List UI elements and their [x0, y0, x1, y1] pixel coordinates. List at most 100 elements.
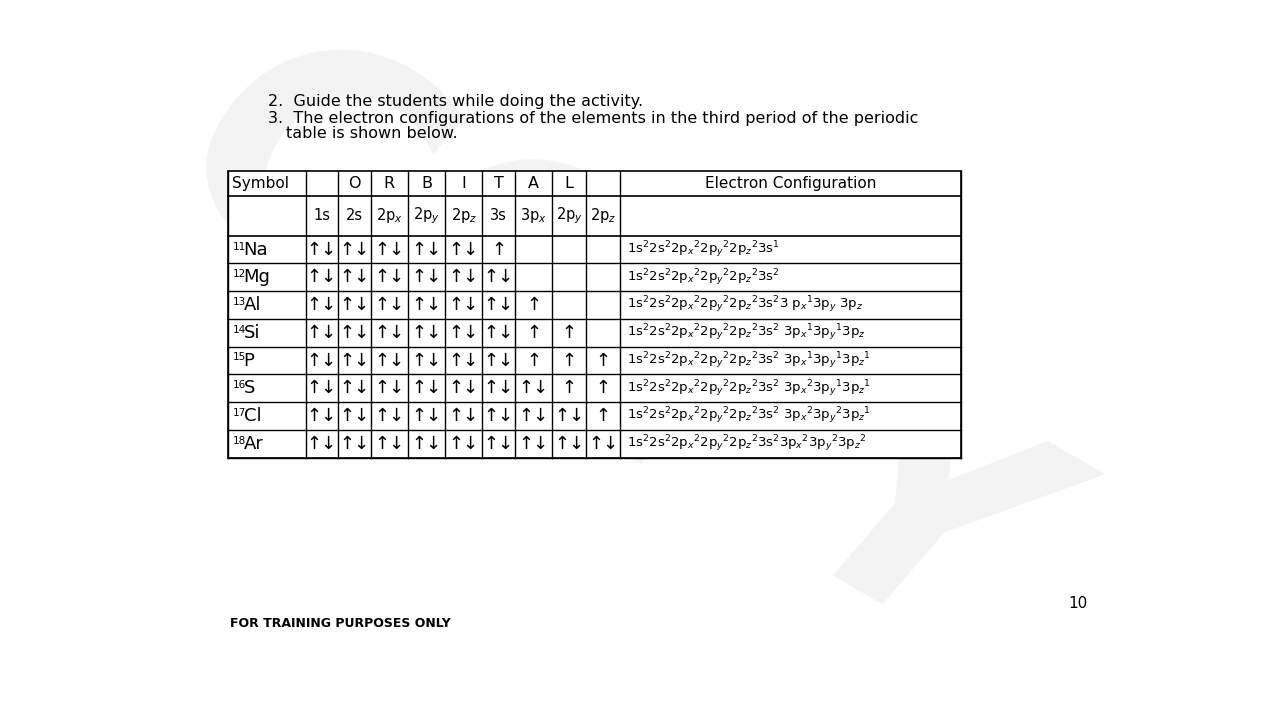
- Text: ↑↓: ↑↓: [411, 296, 442, 314]
- Text: ↑: ↑: [562, 379, 577, 397]
- Text: ↑↓: ↑↓: [449, 379, 479, 397]
- Text: 3s: 3s: [490, 208, 507, 223]
- Text: ↑↓: ↑↓: [374, 240, 404, 258]
- Text: 1s$^2$2s$^2$2p$_x$$^2$2p$_y$$^2$2p$_z$$^2$3s$^2$ 3p$_x$$^1$3p$_y$$^1$3p$_z$: 1s$^2$2s$^2$2p$_x$$^2$2p$_y$$^2$2p$_z$$^…: [626, 323, 865, 343]
- Text: ↑↓: ↑↓: [374, 351, 404, 369]
- Text: 17: 17: [233, 408, 246, 418]
- Text: 14: 14: [233, 325, 246, 335]
- Text: ↑↓: ↑↓: [339, 296, 370, 314]
- Text: R: R: [384, 176, 396, 191]
- Text: 3.  The electron configurations of the elements in the third period of the perio: 3. The electron configurations of the el…: [269, 111, 919, 126]
- Text: ↑↓: ↑↓: [484, 324, 513, 342]
- Text: 1s$^2$2s$^2$2p$_x$$^2$2p$_y$$^2$2p$_z$$^2$3s$^2$ 3p$_x$$^2$3p$_y$$^2$3p$_z$$^1$: 1s$^2$2s$^2$2p$_x$$^2$2p$_y$$^2$2p$_z$$^…: [626, 405, 870, 426]
- Text: B: B: [421, 176, 433, 191]
- Text: ↑↓: ↑↓: [307, 379, 337, 397]
- Text: 2p$_y$: 2p$_y$: [413, 205, 440, 226]
- Text: ↑↓: ↑↓: [307, 407, 337, 425]
- Text: ↑↓: ↑↓: [449, 324, 479, 342]
- Bar: [228, 171, 961, 457]
- Text: ↑↓: ↑↓: [411, 240, 442, 258]
- Text: ↑↓: ↑↓: [411, 379, 442, 397]
- Text: ↑↓: ↑↓: [374, 407, 404, 425]
- Text: A: A: [529, 176, 539, 191]
- Text: Electron Configuration: Electron Configuration: [705, 176, 877, 191]
- Text: Ar: Ar: [243, 435, 264, 453]
- Text: ↑: ↑: [562, 324, 577, 342]
- Text: ↑: ↑: [595, 379, 611, 397]
- Text: ↑↓: ↑↓: [374, 435, 404, 453]
- Text: ↑: ↑: [526, 296, 541, 314]
- Text: Si: Si: [243, 324, 260, 342]
- Text: 2p$_y$: 2p$_y$: [556, 205, 582, 226]
- Text: 1s$^2$2s$^2$2p$_x$$^2$2p$_y$$^2$2p$_z$$^2$3s$^2$3p$_x$$^2$3p$_y$$^2$3p$_z$$^2$: 1s$^2$2s$^2$2p$_x$$^2$2p$_y$$^2$2p$_z$$^…: [626, 433, 867, 454]
- Text: ↑↓: ↑↓: [554, 435, 585, 453]
- Text: ↑↓: ↑↓: [554, 407, 585, 425]
- Text: 1s: 1s: [314, 208, 330, 223]
- Text: 12: 12: [233, 269, 246, 279]
- Text: ↑↓: ↑↓: [484, 435, 513, 453]
- Text: ↑↓: ↑↓: [484, 296, 513, 314]
- Text: 2p$_x$: 2p$_x$: [376, 206, 403, 225]
- Text: ↑↓: ↑↓: [411, 435, 442, 453]
- Text: Na: Na: [243, 240, 269, 258]
- Text: 1s$^2$2s$^2$2p$_x$$^2$2p$_y$$^2$2p$_z$$^2$3s$^1$: 1s$^2$2s$^2$2p$_x$$^2$2p$_y$$^2$2p$_z$$^…: [626, 239, 780, 260]
- Text: Mg: Mg: [243, 269, 270, 287]
- Text: ↑↓: ↑↓: [339, 269, 370, 287]
- Text: ↑↓: ↑↓: [411, 351, 442, 369]
- Text: ↑↓: ↑↓: [484, 351, 513, 369]
- Text: L: L: [564, 176, 573, 191]
- Text: I: I: [461, 176, 466, 191]
- Text: P: P: [243, 351, 255, 369]
- Text: 1s$^2$2s$^2$2p$_x$$^2$2p$_y$$^2$2p$_z$$^2$3s$^2$: 1s$^2$2s$^2$2p$_x$$^2$2p$_y$$^2$2p$_z$$^…: [626, 267, 780, 288]
- Text: 1s$^2$2s$^2$2p$_x$$^2$2p$_y$$^2$2p$_z$$^2$3s$^2$ 3p$_x$$^2$3p$_y$$^1$3p$_z$$^1$: 1s$^2$2s$^2$2p$_x$$^2$2p$_y$$^2$2p$_z$$^…: [626, 378, 870, 399]
- Text: ↑↓: ↑↓: [449, 269, 479, 287]
- Text: COPY: COPY: [133, 0, 1085, 717]
- Text: ↑: ↑: [562, 351, 577, 369]
- Text: ↑↓: ↑↓: [374, 269, 404, 287]
- Text: ↑↓: ↑↓: [307, 269, 337, 287]
- Text: 16: 16: [233, 380, 246, 390]
- Text: 13: 13: [233, 297, 246, 307]
- Text: 15: 15: [233, 352, 246, 362]
- Text: 18: 18: [233, 436, 246, 446]
- Text: ↑↓: ↑↓: [518, 407, 549, 425]
- Text: 2p$_z$: 2p$_z$: [590, 206, 617, 225]
- Text: S: S: [243, 379, 255, 397]
- Text: ↑↓: ↑↓: [307, 324, 337, 342]
- Text: ↑↓: ↑↓: [339, 351, 370, 369]
- Text: 3p$_x$: 3p$_x$: [520, 206, 547, 225]
- Text: ↑: ↑: [526, 324, 541, 342]
- Text: ↑↓: ↑↓: [411, 407, 442, 425]
- Text: ↑↓: ↑↓: [339, 240, 370, 258]
- Text: ↑↓: ↑↓: [449, 435, 479, 453]
- Text: table is shown below.: table is shown below.: [285, 127, 457, 141]
- Text: ↑↓: ↑↓: [339, 379, 370, 397]
- Text: ↑↓: ↑↓: [374, 296, 404, 314]
- Text: ↑↓: ↑↓: [449, 296, 479, 314]
- Text: ↑↓: ↑↓: [484, 269, 513, 287]
- Text: ↑↓: ↑↓: [411, 324, 442, 342]
- Text: T: T: [494, 176, 503, 191]
- Text: ↑↓: ↑↓: [518, 379, 549, 397]
- Text: ↑↓: ↑↓: [484, 407, 513, 425]
- Text: ↑↓: ↑↓: [307, 240, 337, 258]
- Text: ↑↓: ↑↓: [484, 379, 513, 397]
- Text: 1s$^2$2s$^2$2p$_x$$^2$2p$_y$$^2$2p$_z$$^2$3s$^2$ 3p$_x$$^1$3p$_y$$^1$3p$_z$$^1$: 1s$^2$2s$^2$2p$_x$$^2$2p$_y$$^2$2p$_z$$^…: [626, 350, 870, 371]
- Text: ↑↓: ↑↓: [307, 296, 337, 314]
- Text: ↑↓: ↑↓: [589, 435, 618, 453]
- Text: ↑↓: ↑↓: [449, 351, 479, 369]
- Text: Al: Al: [243, 296, 261, 314]
- Text: Cl: Cl: [243, 407, 261, 425]
- Text: 10: 10: [1069, 596, 1088, 611]
- Text: ↑↓: ↑↓: [449, 407, 479, 425]
- Text: 1s$^2$2s$^2$2p$_x$$^2$2p$_y$$^2$2p$_z$$^2$3s$^2$3 p$_x$$^1$3p$_y$ 3p$_z$: 1s$^2$2s$^2$2p$_x$$^2$2p$_y$$^2$2p$_z$$^…: [626, 294, 863, 315]
- Text: Symbol: Symbol: [232, 176, 289, 191]
- Text: ↑: ↑: [492, 240, 506, 258]
- Text: ↑↓: ↑↓: [307, 435, 337, 453]
- Text: 2.  Guide the students while doing the activity.: 2. Guide the students while doing the ac…: [269, 94, 644, 109]
- Text: 11: 11: [233, 241, 246, 251]
- Text: ↑↓: ↑↓: [339, 435, 370, 453]
- Text: ↑↓: ↑↓: [518, 435, 549, 453]
- Text: ↑↓: ↑↓: [339, 324, 370, 342]
- Text: O: O: [348, 176, 361, 191]
